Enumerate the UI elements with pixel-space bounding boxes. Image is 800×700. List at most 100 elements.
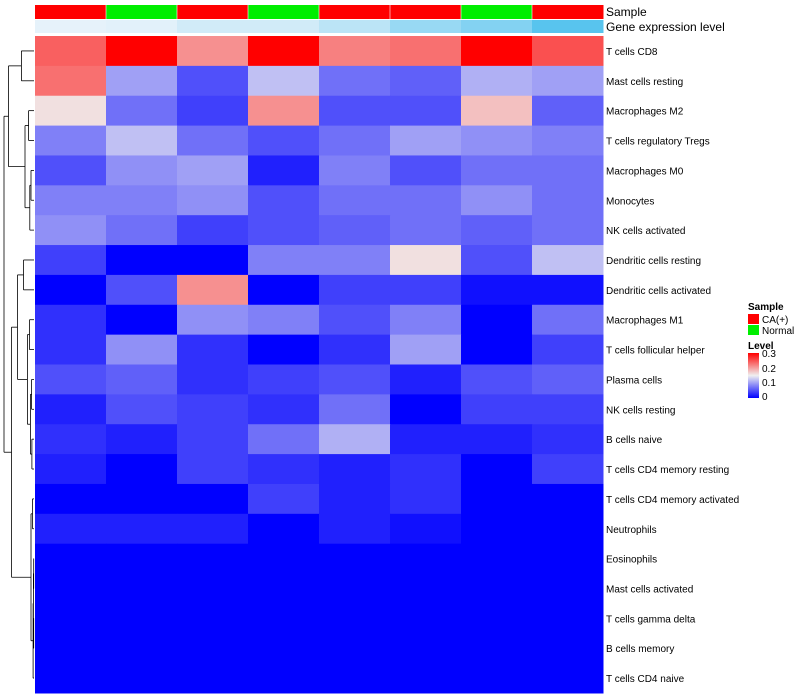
heatmap-cell	[106, 125, 178, 156]
heatmap-cell	[461, 394, 533, 425]
heatmap-cell	[35, 304, 107, 336]
heatmap-cell	[35, 394, 107, 425]
heatmap-cell	[106, 513, 178, 545]
row-label: NK cells activated	[606, 226, 685, 237]
heatmap-cell	[35, 573, 107, 604]
heatmap-cell	[461, 543, 533, 575]
heatmap-cell	[390, 424, 462, 455]
heatmap-cell	[106, 95, 178, 127]
legend-swatch-normal	[748, 325, 759, 335]
heatmap-cell	[461, 573, 533, 604]
row-label: Monocytes	[606, 196, 654, 207]
heatmap-cell	[390, 65, 462, 97]
heatmap-cell	[532, 65, 604, 97]
sample-annotation-cell	[532, 5, 604, 19]
heatmap-cell	[106, 304, 178, 336]
sample-annotation-cell	[461, 5, 533, 19]
heatmap-cell	[35, 603, 107, 634]
heatmap-cell	[106, 334, 178, 365]
heatmap-cell	[106, 36, 178, 67]
heatmap-cell	[461, 663, 533, 694]
heatmap-cell	[106, 155, 178, 186]
heatmap-cell	[532, 454, 604, 485]
heatmap-cell	[461, 36, 533, 67]
heatmap-cell	[319, 663, 391, 694]
heatmap-cell	[106, 185, 178, 216]
heatmap-cell	[106, 245, 178, 276]
heatmap-cell	[35, 36, 107, 67]
legend-level-tick: 0.2	[762, 364, 776, 375]
heatmap-cell	[319, 125, 391, 156]
heatmap-cell	[461, 215, 533, 246]
row-label: Plasma cells	[606, 375, 662, 386]
row-label: T cells regulatory Tregs	[606, 137, 710, 148]
heatmap-cell	[461, 334, 533, 365]
row-label: Mast cells resting	[606, 77, 683, 88]
sample-track-label: Sample	[606, 5, 647, 19]
row-dendrogram	[3, 50, 35, 679]
heatmap-cell	[35, 95, 107, 127]
heatmap-cell	[248, 304, 320, 336]
heatmap-cell	[461, 513, 533, 545]
row-label: T cells follicular helper	[606, 346, 705, 357]
heatmap-cell	[35, 334, 107, 365]
heatmap-cell	[461, 95, 533, 127]
expression-level-annotation-cell	[319, 20, 391, 33]
legend-label-normal: Normal	[762, 326, 794, 337]
heatmap-cell	[532, 185, 604, 216]
row-label: NK cells resting	[606, 405, 675, 416]
row-label: B cells naive	[606, 435, 663, 446]
heatmap-cell	[106, 603, 178, 634]
sample-annotation-cell	[248, 5, 320, 19]
expression-level-annotation-cell	[532, 20, 604, 33]
heatmap-cell	[177, 155, 249, 186]
heatmap-cell	[35, 454, 107, 485]
heatmap-cell	[177, 95, 249, 127]
heatmap-cell	[532, 245, 604, 276]
heatmap-cell	[461, 185, 533, 216]
heatmap-cell	[248, 125, 320, 156]
expression-level-annotation-cell	[106, 20, 178, 33]
heatmap-cell	[390, 454, 462, 485]
legend-label-ca-plus: CA(+)	[762, 315, 788, 326]
heatmap-cell	[106, 65, 178, 97]
heatmap-cell	[390, 603, 462, 634]
heatmap-cell	[177, 304, 249, 336]
legend-level-title: Level	[748, 341, 774, 352]
heatmap-cell	[35, 364, 107, 395]
heatmap-cell	[177, 424, 249, 455]
heatmap-cell	[177, 364, 249, 395]
heatmap-cell	[248, 274, 320, 306]
row-label: Mast cells activated	[606, 584, 693, 595]
heatmap-cell	[461, 364, 533, 395]
heatmap-cell	[177, 633, 249, 664]
heatmap-cell	[319, 185, 391, 216]
row-label: Macrophages M0	[606, 166, 684, 177]
row-label: Dendritic cells activated	[606, 286, 711, 297]
heatmap-cell	[461, 65, 533, 97]
heatmap-cell	[248, 663, 320, 694]
sample-annotation-track	[35, 5, 604, 19]
row-label: Dendritic cells resting	[606, 256, 701, 267]
heatmap-cell	[532, 215, 604, 246]
heatmap-cell	[248, 633, 320, 664]
heatmap-cell	[35, 245, 107, 276]
heatmap-cell	[532, 483, 604, 515]
heatmap-cell	[248, 185, 320, 216]
heatmap-cell	[248, 36, 320, 67]
row-label: Macrophages M1	[606, 316, 684, 327]
row-label: Eosinophils	[606, 555, 657, 566]
heatmap-cell	[106, 394, 178, 425]
heatmap-cell	[461, 125, 533, 156]
heatmap-cell	[390, 274, 462, 306]
row-label: Macrophages M2	[606, 107, 684, 118]
heatmap-cell	[106, 424, 178, 455]
legend-sample-title: Sample	[748, 302, 784, 313]
heatmap-cell	[319, 394, 391, 425]
heatmap-cell	[248, 394, 320, 425]
heatmap-cell	[177, 454, 249, 485]
expression-level-annotation-cell	[248, 20, 320, 33]
heatmap-cell	[248, 424, 320, 455]
heatmap-cell	[35, 65, 107, 97]
row-label: T cells CD4 memory activated	[606, 495, 739, 506]
